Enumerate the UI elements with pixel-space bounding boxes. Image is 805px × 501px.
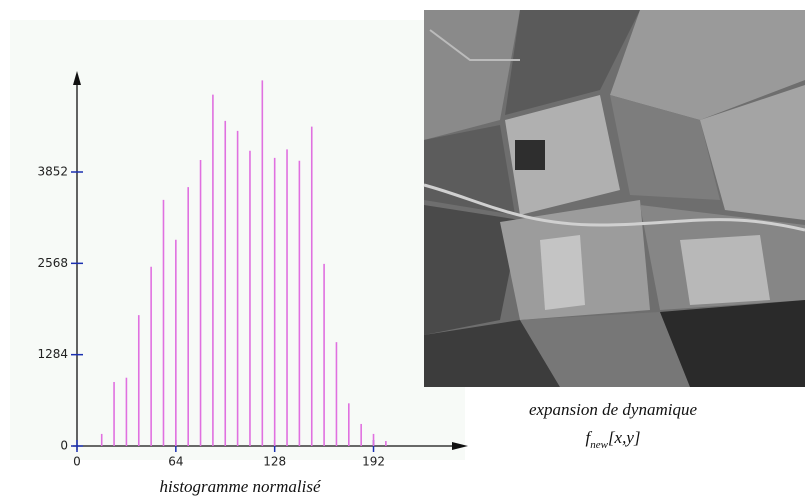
aerial-image [424, 10, 805, 387]
x-tick-label: 128 [263, 455, 286, 469]
x-tick-label: 64 [168, 455, 183, 469]
x-axis-label: histogramme normalisé [159, 477, 321, 496]
page: {"chart_data": {"type": "stem", "xlabel"… [0, 0, 805, 501]
image-caption: expansion de dynamique [529, 400, 698, 419]
formula-subscript: new [590, 439, 608, 451]
y-tick-label: 3852 [37, 164, 68, 178]
x-tick-label: 0 [73, 455, 81, 469]
formula-rest: [x,y] [608, 428, 641, 447]
x-tick-label: 192 [362, 455, 385, 469]
y-tick-label: 2568 [37, 256, 68, 270]
y-tick-label: 0 [60, 439, 68, 453]
image-formula: fnew[x,y] [585, 428, 640, 451]
figure: 0 1284 2568 3852 0 64 128 192 histogramme norma… [0, 0, 805, 501]
y-tick-label: 1284 [37, 347, 68, 361]
